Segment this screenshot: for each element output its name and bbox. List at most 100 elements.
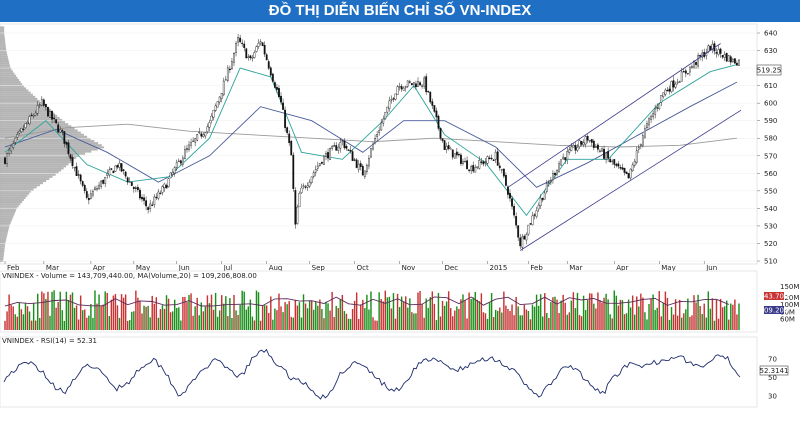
date-tick-label: Mar	[46, 264, 59, 272]
volume-bar	[456, 306, 458, 330]
volume-bar	[143, 305, 145, 330]
candle-body	[725, 53, 728, 62]
volume-profile-bar	[0, 190, 31, 193]
volume-profile-bar	[0, 222, 11, 225]
volume-bar	[423, 317, 425, 330]
price-gridlines	[0, 32, 757, 262]
volume-bar	[693, 295, 695, 330]
candle-body	[568, 149, 571, 153]
price-tick-label: 550	[764, 187, 777, 195]
volume-bar	[184, 296, 186, 330]
price-tick-label: 560	[764, 170, 777, 178]
candle-body	[151, 204, 154, 206]
volume-bar	[180, 320, 182, 330]
candle-body	[607, 151, 610, 159]
candle-body	[521, 236, 524, 248]
candle-body	[515, 216, 518, 226]
candle-body	[308, 181, 311, 187]
rsi-header: VNINDEX - RSI(14) = 52.31	[2, 337, 97, 345]
candle-body	[202, 134, 205, 138]
candle-body	[143, 197, 145, 201]
volume-header: VNINDEX - Volume = 143,709,440.00, MA(Vo…	[2, 272, 257, 280]
volume-profile-bar	[0, 158, 74, 162]
candle-body	[312, 172, 315, 177]
candle-body	[259, 41, 262, 44]
volume-bar	[347, 318, 350, 330]
volume-profile-bar	[0, 152, 86, 155]
candle-body	[298, 193, 301, 208]
candle-body	[388, 100, 391, 109]
volume-bar	[178, 307, 180, 330]
volume-bar	[71, 292, 74, 330]
volume-bar	[34, 320, 37, 330]
candle-body	[208, 122, 211, 128]
candle-body	[126, 177, 129, 183]
candle-body	[8, 149, 11, 154]
candle-body	[543, 192, 546, 200]
candle-body	[623, 167, 626, 173]
candle-body	[130, 182, 133, 186]
candle-body	[688, 66, 691, 73]
volume-bar	[167, 298, 170, 330]
candle-body	[67, 142, 70, 154]
candle-body	[562, 156, 565, 160]
volume-bar	[153, 303, 155, 330]
candle-body	[613, 159, 616, 165]
volume-bar	[268, 313, 270, 330]
volume-bar	[302, 294, 305, 330]
volume-bar	[223, 303, 225, 330]
last-price-badge: 519.25	[756, 64, 782, 76]
candle-body	[466, 160, 468, 170]
volume-bar	[394, 318, 397, 330]
candle-body	[83, 185, 86, 192]
candle-body	[680, 71, 683, 82]
volume-bar	[77, 319, 80, 330]
volume-bar	[627, 299, 630, 330]
candle-body	[302, 185, 305, 187]
volume-bar	[672, 314, 675, 330]
candle-body	[496, 151, 499, 166]
volume-bar	[568, 312, 571, 330]
volume-bar	[10, 305, 12, 330]
candle-body	[108, 169, 111, 176]
candle-body	[736, 62, 738, 66]
volume-profile-bar	[0, 125, 72, 128]
candles	[4, 33, 740, 251]
candle-body	[429, 91, 432, 103]
volume-profile-bar	[0, 97, 38, 101]
candle-body	[592, 140, 595, 148]
price-panel: 5105205305405505605705805906006106206306…	[0, 23, 782, 272]
volume-bar	[705, 317, 707, 330]
candle-body	[159, 192, 162, 195]
volume-bar	[212, 309, 215, 330]
volume-bar	[617, 305, 620, 330]
candle-body	[533, 214, 536, 216]
volume-bar	[429, 297, 431, 330]
candle-body	[53, 117, 56, 119]
candle-body	[141, 197, 143, 200]
volume-profile-bar	[0, 192, 30, 195]
volume-bar	[16, 316, 19, 330]
volume-bar	[186, 302, 188, 330]
volume-bar	[229, 298, 231, 330]
volume-bar	[656, 307, 658, 330]
volume-bar	[163, 308, 166, 330]
volume-bar	[276, 310, 278, 330]
volume-bar	[445, 301, 448, 330]
candle-body	[472, 165, 475, 172]
candle-body	[629, 168, 632, 179]
candle-body	[672, 80, 675, 88]
volume-profile-bar	[0, 243, 6, 246]
volume-bar	[280, 306, 282, 330]
date-tick-label: Sep	[312, 264, 326, 272]
volume-bar	[623, 314, 626, 330]
candle-body	[310, 176, 313, 183]
candle-body	[507, 186, 509, 195]
price-panel-frame	[0, 23, 758, 265]
volume-profile-bar	[0, 144, 102, 147]
candle-body	[245, 48, 248, 59]
volume-ma-line	[4, 296, 729, 307]
candle-body	[590, 139, 593, 143]
candle-body	[707, 45, 710, 52]
volume-bar	[474, 291, 476, 330]
